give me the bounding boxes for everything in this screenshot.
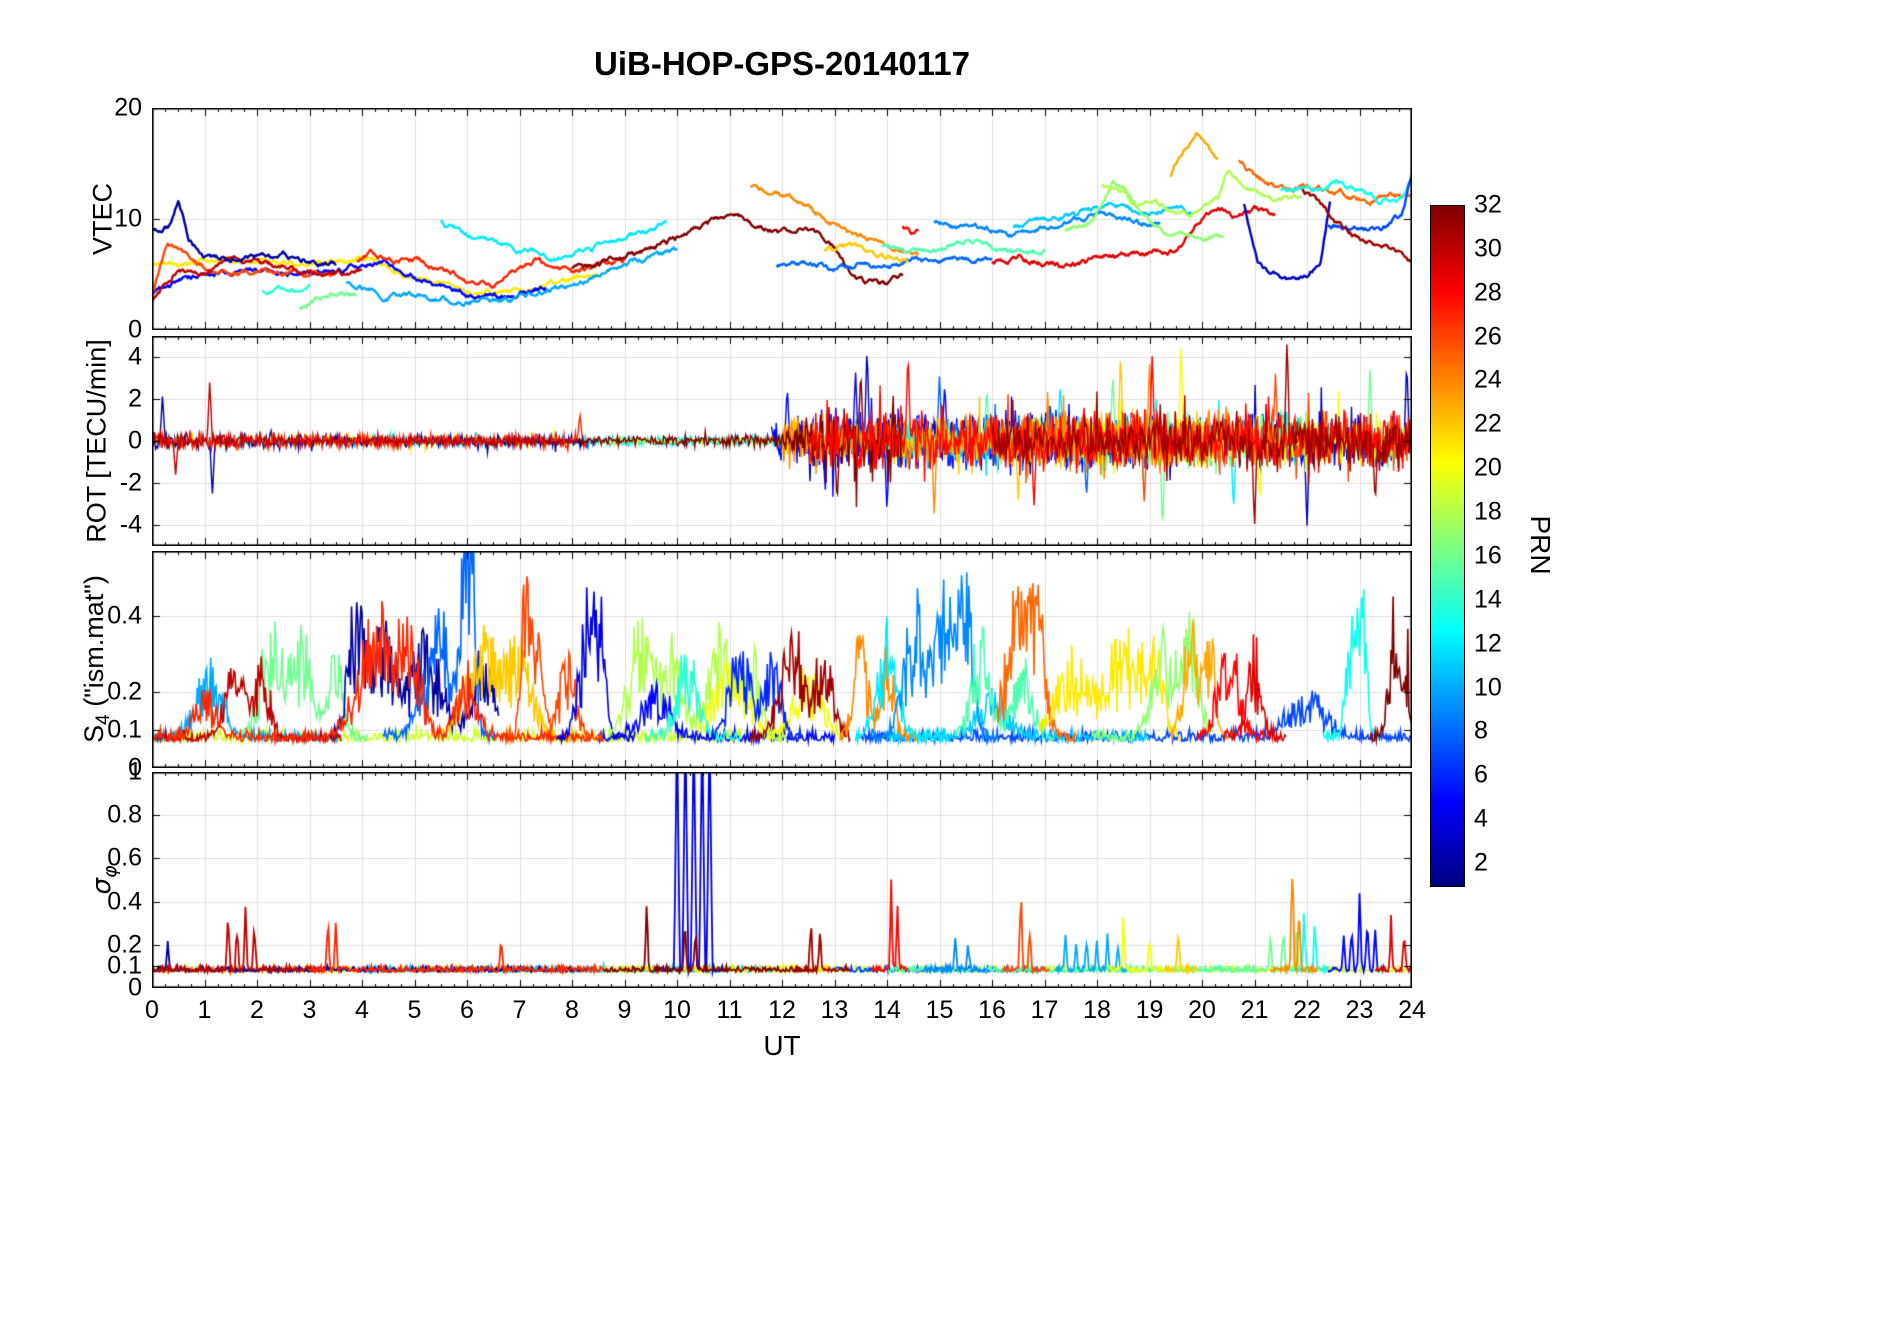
y-tick-label: 0 — [128, 973, 142, 1002]
colorbar-tick-label: 30 — [1474, 234, 1502, 263]
x-tick-label: 13 — [820, 996, 849, 1024]
x-tick-label: 22 — [1293, 996, 1321, 1024]
y-tick-label: 20 — [114, 93, 142, 122]
x-tick-label: 23 — [1345, 996, 1374, 1024]
colorbar-tick-label: 16 — [1474, 541, 1502, 570]
s4-plot-canvas — [152, 551, 1412, 768]
colorbar-tick-label: 22 — [1474, 409, 1502, 438]
x-tick-label: 6 — [460, 996, 474, 1024]
x-tick-label: 9 — [617, 996, 632, 1024]
x-tick-label: 4 — [355, 996, 369, 1024]
rot-plot-canvas — [152, 336, 1412, 546]
x-tick-label: 12 — [768, 996, 796, 1024]
phi-symbol: φ — [99, 865, 122, 879]
x-tick-label: 18 — [1083, 996, 1111, 1024]
y-tick-label: 0 — [128, 753, 142, 782]
x-tick-label: 0 — [145, 996, 159, 1024]
x-tick-label: 16 — [978, 996, 1006, 1024]
colorbar-tick-label: 28 — [1474, 278, 1502, 307]
s4-axis-label: S4 ("ism.mat") — [79, 575, 115, 743]
x-tick-label: 1 — [197, 996, 212, 1024]
x-tick-label: 20 — [1188, 996, 1216, 1024]
colorbar-tick-label: 4 — [1474, 804, 1488, 833]
x-tick-label: 19 — [1135, 996, 1164, 1024]
x-tick-label: 7 — [512, 996, 527, 1024]
colorbar-tick-label: 18 — [1474, 497, 1502, 526]
x-tick-label: 2 — [250, 996, 264, 1024]
s4-axis-label-sub: 4 — [93, 714, 115, 725]
s4-axis-label-suffix: ("ism.mat") — [78, 575, 109, 715]
vtec-axis-label: VTEC — [87, 182, 118, 256]
sigma-phi-plot-canvas — [152, 772, 1412, 988]
x-tick-label: 8 — [565, 996, 579, 1024]
colorbar-tick-label: 32 — [1474, 190, 1502, 219]
x-tick-label: 15 — [925, 996, 954, 1024]
vtec-plot-canvas — [152, 108, 1412, 330]
y-tick-label: 0.1 — [107, 951, 142, 980]
x-tick-label: 17 — [1030, 996, 1059, 1024]
x-tick-label: 5 — [407, 996, 422, 1024]
rot-axis-label: ROT [TECU/min] — [81, 339, 112, 543]
colorbar-tick-label: 24 — [1474, 365, 1502, 394]
colorbar-tick-label: 14 — [1474, 585, 1502, 614]
s4-axis-label-main: S — [78, 724, 109, 743]
chart-title: UiB-HOP-GPS-20140117 — [593, 45, 971, 82]
x-tick-label: 21 — [1240, 996, 1269, 1024]
x-tick-label: 24 — [1398, 996, 1426, 1024]
sigma-symbol: σ — [86, 878, 117, 895]
colorbar-tick-label: 6 — [1474, 760, 1488, 789]
x-tick-label: 14 — [873, 996, 901, 1024]
x-tick-label: 11 — [716, 996, 743, 1024]
y-tick-label: 1 — [128, 757, 142, 786]
colorbar-gradient — [1430, 205, 1465, 887]
y-tick-label: 0.2 — [107, 930, 142, 959]
colorbar-label: PRN — [1525, 515, 1556, 575]
colorbar-tick-label: 2 — [1474, 848, 1488, 877]
colorbar-tick-label: 20 — [1474, 453, 1502, 482]
x-tick-label: 10 — [663, 996, 691, 1024]
y-tick-label: 0.8 — [107, 800, 142, 829]
colorbar-tick-label: 8 — [1474, 716, 1488, 745]
sigma-phi-axis-label: σφ — [87, 865, 121, 894]
colorbar-tick-label: 26 — [1474, 322, 1502, 351]
colorbar-tick-label: 12 — [1474, 629, 1502, 658]
x-tick-label: 3 — [302, 996, 317, 1024]
colorbar-tick-label: 10 — [1474, 673, 1502, 702]
x-axis-label: UT — [763, 1030, 801, 1061]
